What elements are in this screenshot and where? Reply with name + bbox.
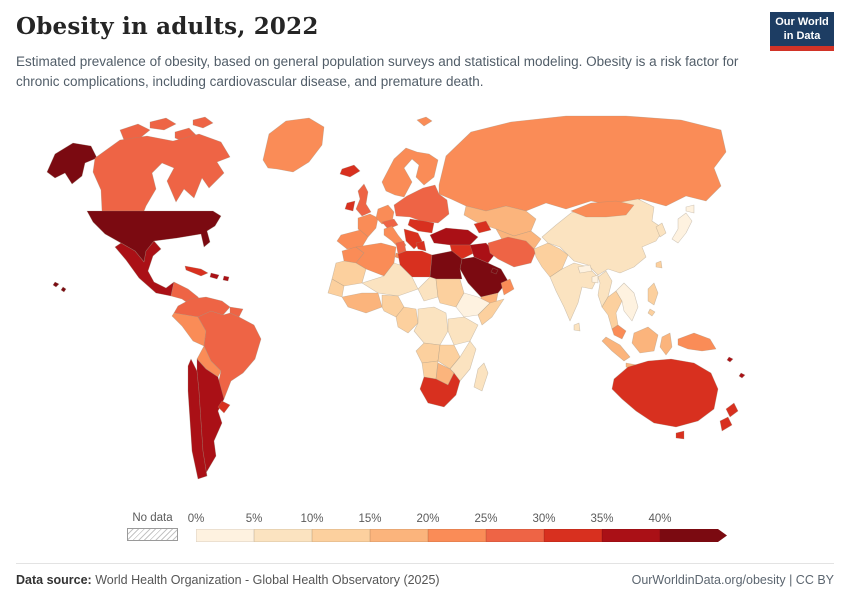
region-mongolia[interactable] [570,200,635,218]
region-hawaii[interactable] [52,281,67,293]
region-mexico[interactable] [114,240,175,297]
region-argentina[interactable] [196,358,225,477]
legend-bin[interactable] [312,529,370,542]
region-east-africa[interactable] [447,316,479,346]
region-usa[interactable] [86,210,222,263]
region-malaysia[interactable] [611,324,627,340]
owid-link[interactable]: OurWorldinData.org/obesity | CC BY [631,573,834,587]
region-uruguay[interactable] [217,400,231,414]
chart-subtitle: Estimated prevalence of obesity, based o… [16,54,739,89]
chart-footer: Data source: World Health Organization -… [16,563,834,587]
data-source-text: World Health Organization - Global Healt… [91,573,440,587]
region-korea[interactable] [655,222,667,238]
legend-bin[interactable] [544,529,602,542]
legend-tick-label: 30% [532,513,556,525]
region-hungary-romania[interactable] [407,218,435,234]
region-saudi[interactable] [459,256,509,298]
legend-tick-label: 20% [416,513,440,525]
legend-tick-label: 5% [245,513,263,525]
region-arctic-islands[interactable] [119,116,214,143]
legend-bin[interactable] [486,529,544,542]
region-brazil[interactable] [197,310,262,400]
region-mali-niger[interactable] [361,262,419,297]
region-philippines[interactable] [647,282,659,317]
region-taiwan[interactable] [655,260,663,269]
region-caucasus[interactable] [473,220,492,234]
region-sumatra[interactable] [601,336,631,362]
region-greece[interactable] [415,240,427,252]
region-sulawesi[interactable] [659,332,673,356]
region-bangladesh[interactable] [591,274,599,284]
legend-tick-label: 40% [648,513,672,525]
legend-tick-label: 10% [300,513,324,525]
data-source: Data source: World Health Organization -… [16,573,440,587]
region-egypt[interactable] [429,250,463,280]
world-map [25,110,820,510]
legend-bin[interactable] [196,529,254,542]
region-eastern-europe[interactable] [393,184,450,224]
data-source-label: Data source: [16,573,92,587]
choropleth-svg [46,115,746,480]
legend-bin[interactable] [370,529,428,542]
region-canada[interactable] [92,133,231,212]
region-indochina[interactable] [615,282,639,322]
region-scandinavia[interactable] [381,147,439,198]
no-data-label: No data [132,512,173,524]
region-madagascar[interactable] [473,362,489,392]
legend-tick-row: 0% 5% 10% 15% 20% 25% 30% 35% 40% [188,512,718,529]
region-greenland[interactable] [262,117,325,173]
region-sri-lanka[interactable] [573,322,581,332]
page-title: Obesity in adults, 2022 [16,13,319,40]
region-cuba[interactable] [184,265,209,277]
legend-bin[interactable] [254,529,312,542]
legend-bin[interactable] [660,529,727,542]
legend-tick-label: 15% [358,513,382,525]
region-australia[interactable] [611,358,719,428]
region-alaska[interactable] [46,142,98,185]
legend-no-data: No data [127,512,178,541]
legend-tick-label: 25% [474,513,498,525]
region-iran[interactable] [487,236,537,268]
region-angola[interactable] [415,342,441,364]
owid-logo-line1: Our World [775,16,829,28]
region-chad[interactable] [417,276,439,302]
legend-tick-label: 0% [187,513,205,525]
owid-logo-line2: in Data [783,29,821,42]
region-svalbard[interactable] [416,116,433,127]
region-caribbean[interactable] [209,272,230,282]
no-data-swatch[interactable] [127,528,178,541]
legend-bin[interactable] [602,529,660,542]
owid-logo: Our World in Data [770,12,834,51]
region-new-zealand[interactable] [719,402,739,432]
region-oman[interactable] [500,278,515,296]
region-india[interactable] [549,262,599,322]
region-uk[interactable] [355,183,372,217]
region-colombia-venezuela[interactable] [173,296,231,318]
region-namibia[interactable] [421,360,439,380]
region-russia[interactable] [438,115,727,212]
legend-bar [196,529,727,542]
legend-bin[interactable] [428,529,486,542]
region-west-africa[interactable] [341,292,383,314]
region-somalia[interactable] [477,298,505,326]
region-tasmania[interactable] [675,430,685,440]
legend-scale: 0% 5% 10% 15% 20% 25% 30% 35% 40% [188,512,727,542]
region-borneo[interactable] [631,326,659,354]
map-legend: No data 0% 5% 10% 15% 20% 25% 30% 35% 40% [0,512,850,552]
region-nepal[interactable] [577,264,593,274]
legend-tick-label: 35% [590,513,614,525]
region-japan[interactable] [671,204,695,244]
region-ireland[interactable] [344,200,356,212]
region-turkey[interactable] [429,227,479,246]
region-new-guinea[interactable] [677,332,717,352]
region-france[interactable] [357,213,379,238]
region-drc[interactable] [413,306,449,346]
region-gulf-states[interactable] [490,267,499,275]
region-central-europe[interactable] [381,218,399,230]
region-iceland[interactable] [339,164,361,178]
region-pacific-islands[interactable] [726,356,746,379]
region-south-africa[interactable] [419,372,461,408]
